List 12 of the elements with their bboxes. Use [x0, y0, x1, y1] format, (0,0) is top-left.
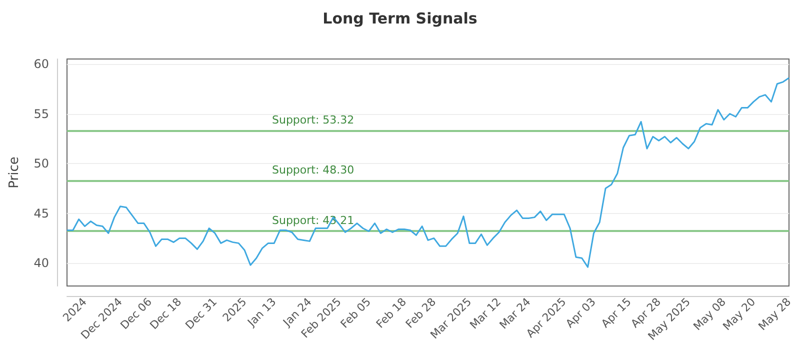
- x-tick-label: Jan 13: [244, 295, 279, 330]
- y-tick-label: 50: [34, 156, 49, 171]
- y-tick-label: 60: [34, 56, 49, 71]
- y-tick-label: 55: [34, 106, 49, 121]
- ref-line-label: Support: 48.30: [272, 163, 354, 176]
- y-tick-label: 40: [34, 256, 49, 270]
- chart-title: Long Term Signals: [322, 10, 478, 28]
- y-tick-label: 45: [34, 206, 49, 220]
- y-axis-title: Price: [7, 156, 22, 188]
- ref-line-label: Support: 53.32: [272, 113, 354, 126]
- x-tick-label: Dec 31: [182, 295, 220, 332]
- line-series: [66, 77, 790, 268]
